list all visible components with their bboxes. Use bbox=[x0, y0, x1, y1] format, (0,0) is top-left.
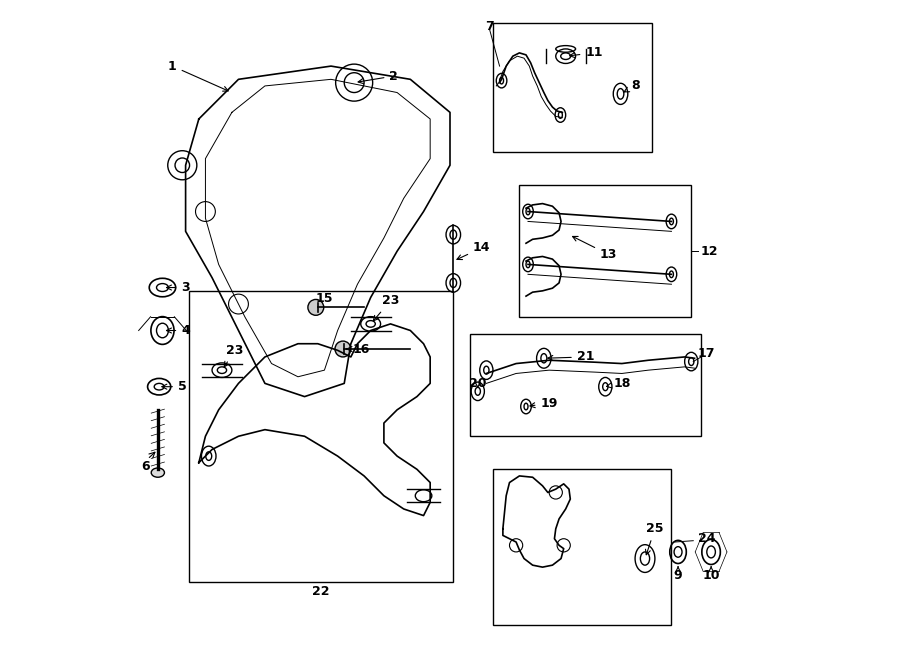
Circle shape bbox=[335, 341, 351, 357]
Text: 10: 10 bbox=[702, 568, 720, 582]
Text: 19: 19 bbox=[530, 397, 558, 410]
Bar bbox=[189, 291, 454, 582]
Ellipse shape bbox=[151, 468, 165, 477]
Text: 9: 9 bbox=[674, 568, 682, 582]
Text: 14: 14 bbox=[457, 241, 490, 260]
Text: 5: 5 bbox=[162, 380, 186, 393]
Text: 25: 25 bbox=[645, 522, 663, 555]
Text: 13: 13 bbox=[572, 237, 617, 261]
Text: 21: 21 bbox=[548, 350, 594, 364]
Text: 15: 15 bbox=[316, 292, 333, 305]
Text: 12: 12 bbox=[700, 245, 718, 258]
Circle shape bbox=[308, 299, 324, 315]
Text: 16: 16 bbox=[346, 342, 370, 356]
Text: 7: 7 bbox=[485, 20, 494, 33]
Text: 1: 1 bbox=[168, 59, 229, 91]
Text: 2: 2 bbox=[358, 69, 398, 83]
Bar bbox=[519, 185, 691, 317]
Text: 23: 23 bbox=[374, 294, 400, 321]
Text: 18: 18 bbox=[607, 377, 631, 390]
Text: 24: 24 bbox=[698, 532, 716, 545]
Text: 4: 4 bbox=[166, 324, 190, 337]
Text: 11: 11 bbox=[570, 46, 603, 59]
Text: 6: 6 bbox=[141, 459, 150, 473]
Bar bbox=[470, 334, 701, 436]
Text: 3: 3 bbox=[166, 281, 190, 294]
Text: 20: 20 bbox=[469, 377, 487, 390]
Text: 22: 22 bbox=[312, 585, 330, 598]
Bar bbox=[493, 469, 671, 625]
Text: 8: 8 bbox=[624, 79, 639, 93]
Bar bbox=[493, 23, 652, 152]
Text: 17: 17 bbox=[698, 347, 716, 360]
Text: 23: 23 bbox=[224, 344, 244, 367]
